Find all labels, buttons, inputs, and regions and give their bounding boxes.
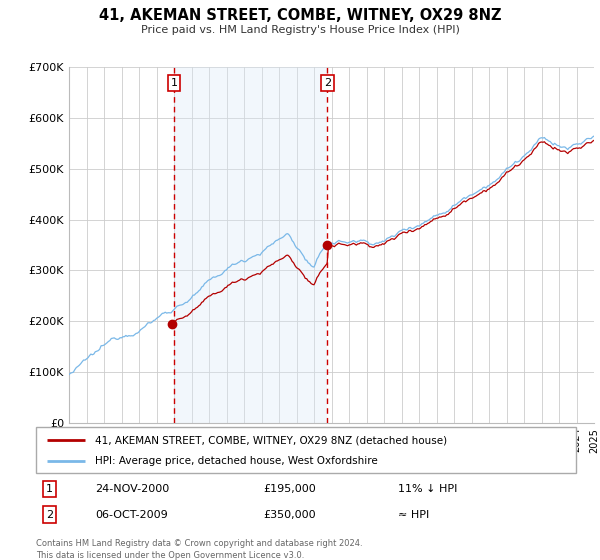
Text: Price paid vs. HM Land Registry's House Price Index (HPI): Price paid vs. HM Land Registry's House … (140, 25, 460, 35)
FancyBboxPatch shape (36, 427, 576, 473)
Text: 2: 2 (46, 510, 53, 520)
Text: 41, AKEMAN STREET, COMBE, WITNEY, OX29 8NZ: 41, AKEMAN STREET, COMBE, WITNEY, OX29 8… (99, 8, 501, 24)
Text: 1: 1 (170, 78, 178, 88)
Text: £195,000: £195,000 (263, 484, 316, 494)
Text: Contains HM Land Registry data © Crown copyright and database right 2024.
This d: Contains HM Land Registry data © Crown c… (36, 539, 362, 559)
Text: 41, AKEMAN STREET, COMBE, WITNEY, OX29 8NZ (detached house): 41, AKEMAN STREET, COMBE, WITNEY, OX29 8… (95, 435, 448, 445)
Text: £350,000: £350,000 (263, 510, 316, 520)
Text: 11% ↓ HPI: 11% ↓ HPI (398, 484, 457, 494)
Text: HPI: Average price, detached house, West Oxfordshire: HPI: Average price, detached house, West… (95, 456, 378, 466)
Text: 2: 2 (324, 78, 331, 88)
Text: ≈ HPI: ≈ HPI (398, 510, 429, 520)
Text: 1: 1 (46, 484, 53, 494)
Text: 24-NOV-2000: 24-NOV-2000 (95, 484, 170, 494)
Bar (174, 67, 327, 423)
Text: 06-OCT-2009: 06-OCT-2009 (95, 510, 168, 520)
